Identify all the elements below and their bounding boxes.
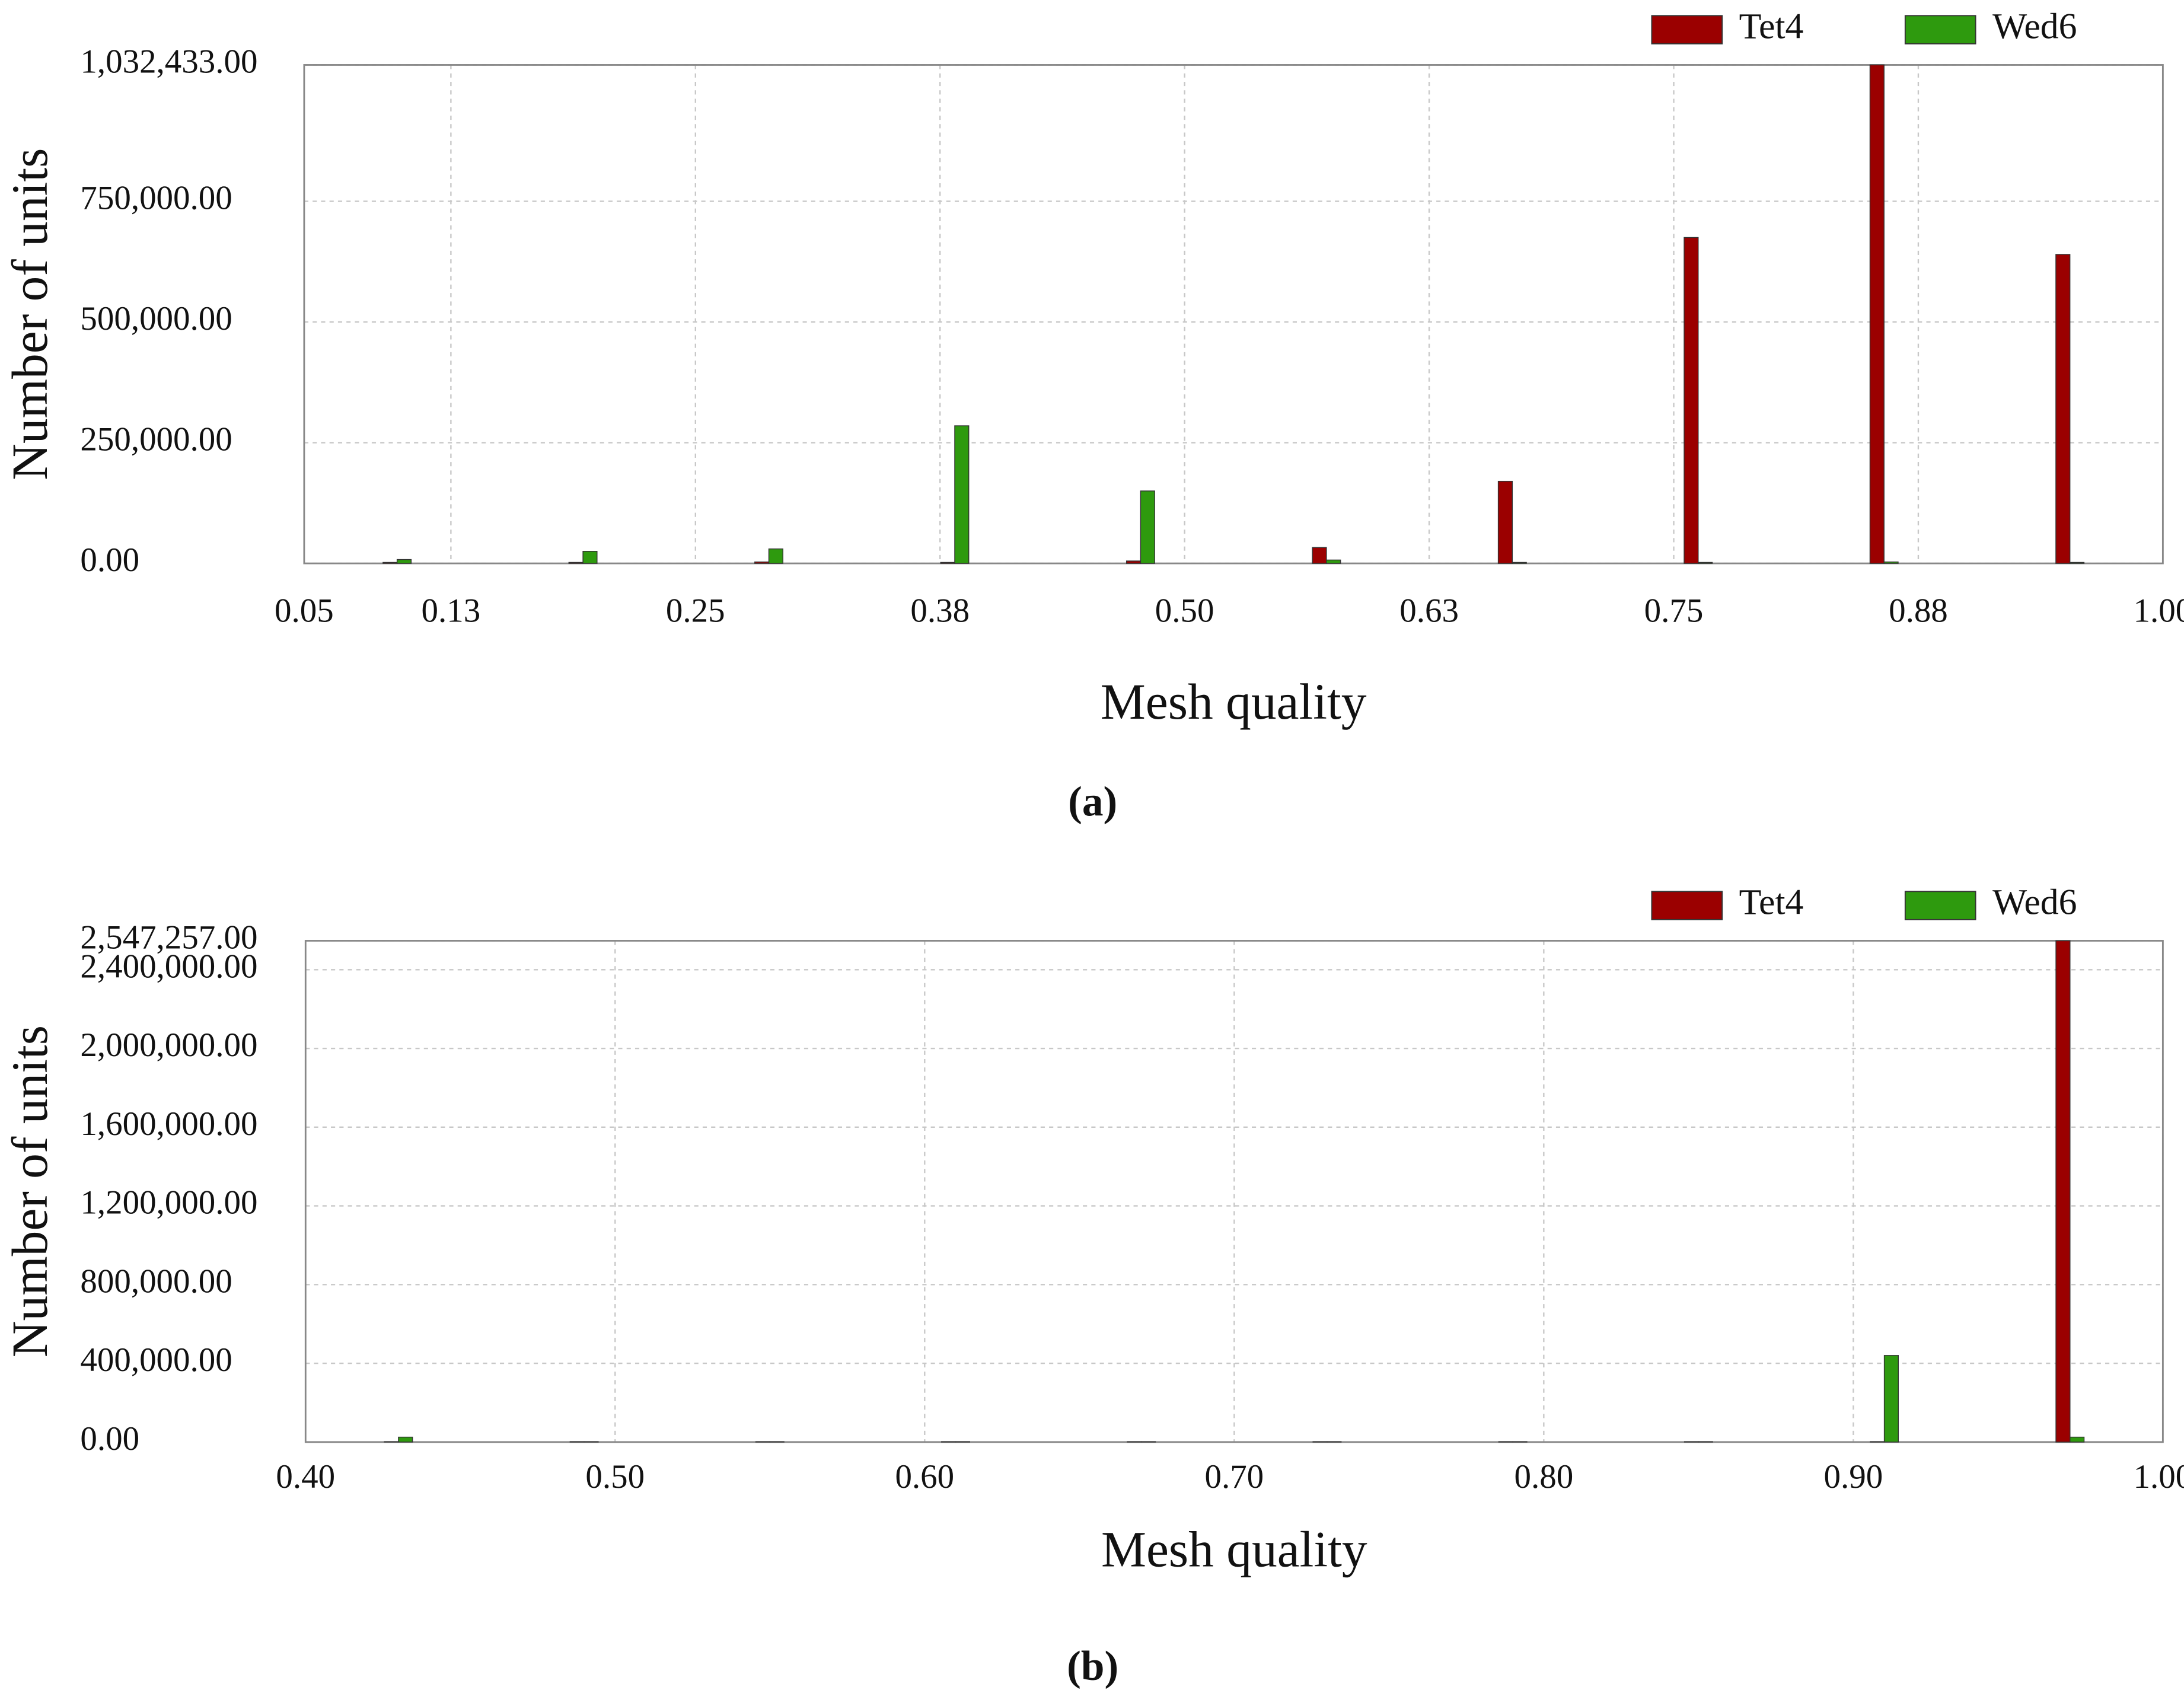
bar bbox=[940, 562, 955, 564]
legend-swatch bbox=[1904, 891, 1976, 920]
bar bbox=[2069, 562, 2085, 564]
bar bbox=[382, 562, 398, 564]
plot-frame bbox=[304, 940, 2164, 1443]
x-tick-label: 0.05 bbox=[275, 592, 334, 630]
bar bbox=[398, 1436, 413, 1443]
x-tick-label: 0.63 bbox=[1399, 592, 1459, 630]
y-axis-label: Number of units bbox=[2, 1025, 58, 1357]
legend-label: Tet4 bbox=[1739, 882, 1804, 922]
x-tick-label: 0.13 bbox=[422, 592, 481, 630]
x-tick-label: 0.90 bbox=[1823, 1458, 1883, 1496]
bar bbox=[582, 551, 598, 564]
legend-label: Wed6 bbox=[1992, 882, 2077, 922]
bar bbox=[1140, 490, 1155, 564]
y-tick-label: 250,000.00 bbox=[80, 421, 232, 458]
bar bbox=[1326, 559, 1341, 564]
bar bbox=[1497, 480, 1513, 564]
bar bbox=[954, 425, 970, 564]
plot-frame bbox=[303, 64, 2164, 565]
bar bbox=[568, 562, 584, 564]
x-tick-label: 0.60 bbox=[895, 1458, 954, 1496]
bar bbox=[754, 561, 770, 564]
bar bbox=[2070, 1436, 2085, 1443]
y-tick-label: 1,200,000.00 bbox=[80, 1184, 257, 1222]
y-tick-label: 500,000.00 bbox=[80, 300, 232, 337]
bar bbox=[1883, 1355, 1899, 1443]
bar bbox=[2055, 940, 2071, 1443]
legend-swatch bbox=[1651, 15, 1723, 44]
panel-label: (b) bbox=[1067, 1643, 1118, 1689]
y-axis-label: Number of units bbox=[2, 148, 58, 480]
y-tick-label: 1,600,000.00 bbox=[80, 1105, 257, 1143]
x-tick-label: 1.00 bbox=[2134, 592, 2184, 630]
x-tick-label: 1.00 bbox=[2134, 1458, 2184, 1496]
bar bbox=[1698, 562, 1713, 564]
x-axis-label: Mesh quality bbox=[1101, 1522, 1367, 1577]
legend-swatch bbox=[1904, 15, 1976, 44]
x-tick-label: 0.38 bbox=[910, 592, 970, 630]
bar bbox=[1869, 64, 1885, 564]
x-axis-label: Mesh quality bbox=[1101, 674, 1367, 730]
y-tick-label: 400,000.00 bbox=[80, 1341, 232, 1379]
y-tick-label: 2,400,000.00 bbox=[80, 948, 257, 985]
bar bbox=[768, 548, 783, 564]
bar bbox=[2055, 254, 2071, 564]
x-tick-label: 0.75 bbox=[1644, 592, 1704, 630]
x-tick-label: 0.70 bbox=[1204, 1458, 1264, 1496]
y-tick-label: 1,032,433.00 bbox=[80, 43, 257, 81]
x-tick-label: 0.40 bbox=[276, 1458, 335, 1496]
y-tick-label: 0.00 bbox=[80, 1420, 139, 1458]
bar bbox=[1512, 562, 1527, 564]
x-tick-label: 0.50 bbox=[1155, 592, 1214, 630]
x-tick-label: 0.88 bbox=[1889, 592, 1948, 630]
legend-swatch bbox=[1651, 891, 1723, 920]
bar bbox=[1883, 561, 1899, 564]
y-tick-label: 2,000,000.00 bbox=[80, 1026, 257, 1064]
legend-label: Wed6 bbox=[1992, 6, 2077, 46]
y-tick-label: 2,547,257.00 bbox=[80, 919, 257, 956]
bar bbox=[1312, 547, 1327, 564]
y-tick-label: 750,000.00 bbox=[80, 180, 232, 217]
bar bbox=[1684, 237, 1699, 564]
y-tick-label: 800,000.00 bbox=[80, 1262, 232, 1300]
y-tick-label: 0.00 bbox=[80, 541, 139, 579]
bar bbox=[1126, 560, 1142, 564]
x-tick-label: 0.80 bbox=[1514, 1458, 1573, 1496]
bar bbox=[396, 559, 412, 564]
x-tick-label: 0.25 bbox=[666, 592, 725, 630]
legend-label: Tet4 bbox=[1739, 6, 1804, 46]
x-tick-label: 0.50 bbox=[585, 1458, 645, 1496]
panel-label: (a) bbox=[1068, 779, 1117, 825]
